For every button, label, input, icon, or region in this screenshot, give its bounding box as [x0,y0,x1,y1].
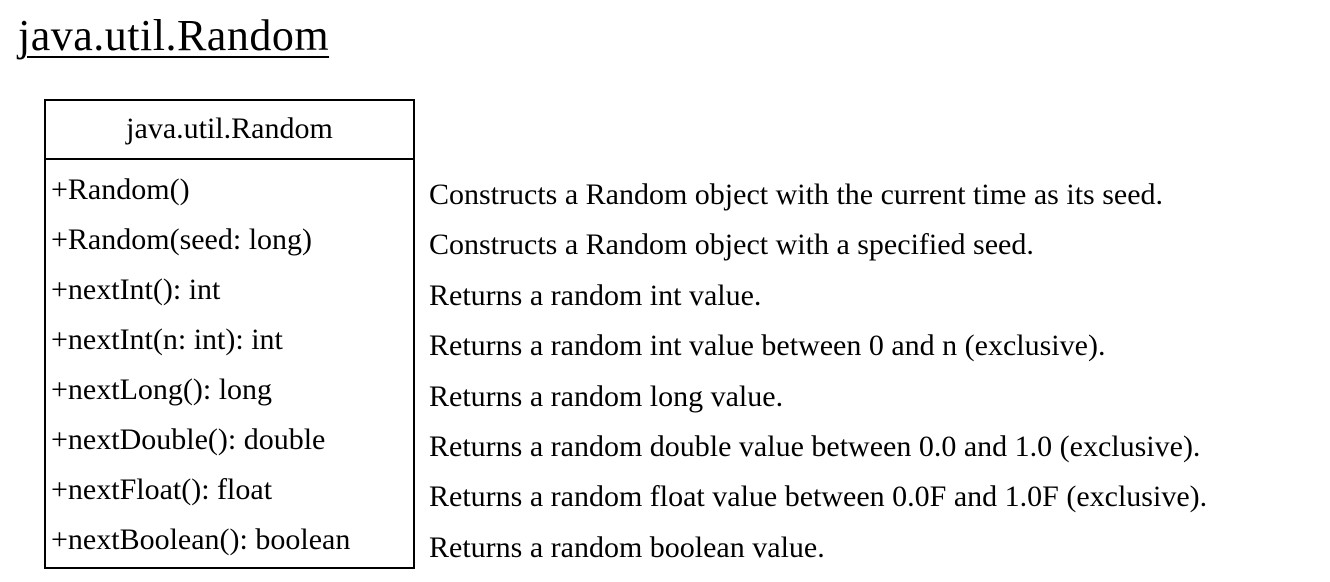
method-description: Constructs a Random object with a specif… [429,228,1034,261]
method-description: Returns a random float value between 0.0… [429,480,1208,513]
method-description: Returns a random int value. [429,279,762,312]
uml-method-nextboolean: +nextBoolean(): boolean [51,523,351,556]
uml-class-box: java.util.Random +Random() +Random(seed:… [44,99,415,569]
page-title: java.util.Random [18,11,330,60]
method-description: Returns a random boolean value. [429,531,825,564]
uml-class-name: java.util.Random [46,101,413,160]
method-description: Returns a random long value. [429,380,784,413]
uml-method-nextint: +nextInt(): int [51,273,221,306]
uml-method-nextdouble: +nextDouble(): double [51,423,326,456]
uml-method-nextfloat: +nextFloat(): float [51,473,273,506]
uml-method-nextlong: +nextLong(): long [51,373,273,406]
method-description: Returns a random int value between 0 and… [429,329,1106,362]
uml-method-nextint-n: +nextInt(n: int): int [51,323,283,356]
uml-method-constructor-seed: +Random(seed: long) [51,223,313,256]
method-description: Returns a random double value between 0.… [429,430,1201,463]
method-description: Constructs a Random object with the curr… [429,178,1164,211]
uml-method-constructor-default: +Random() [51,173,190,206]
